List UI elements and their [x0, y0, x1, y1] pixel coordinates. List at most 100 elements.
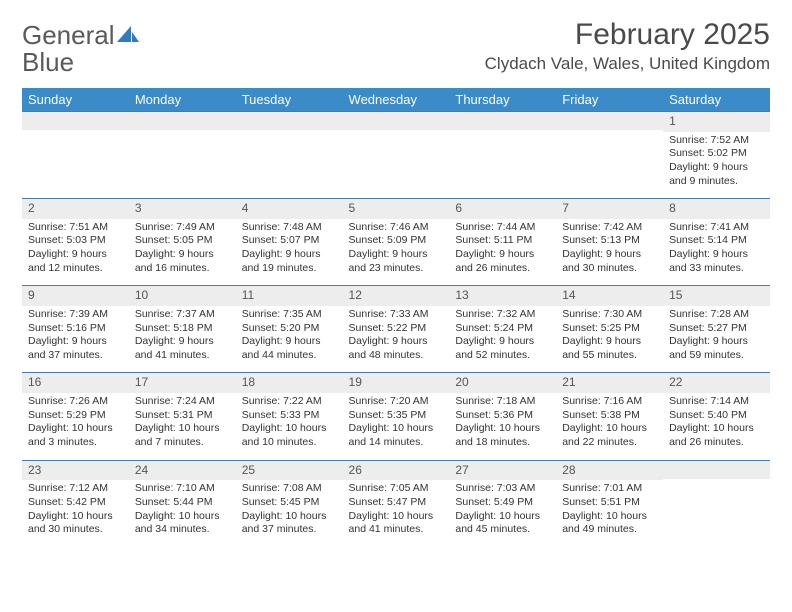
day-number: 7 [556, 199, 663, 219]
calendar-day-cell: 10Sunrise: 7:37 AMSunset: 5:18 PMDayligh… [129, 286, 236, 373]
calendar-week-row: 2Sunrise: 7:51 AMSunset: 5:03 PMDaylight… [22, 199, 770, 286]
sunrise-line: Sunrise: 7:24 AM [135, 395, 230, 409]
day-number [22, 112, 129, 130]
day-number: 23 [22, 461, 129, 481]
calendar-day-cell: 15Sunrise: 7:28 AMSunset: 5:27 PMDayligh… [663, 286, 770, 373]
calendar-week-row: 16Sunrise: 7:26 AMSunset: 5:29 PMDayligh… [22, 373, 770, 460]
day-body: Sunrise: 7:24 AMSunset: 5:31 PMDaylight:… [129, 393, 236, 460]
day-body: Sunrise: 7:10 AMSunset: 5:44 PMDaylight:… [129, 480, 236, 547]
day-number: 20 [449, 373, 556, 393]
day-body: Sunrise: 7:51 AMSunset: 5:03 PMDaylight:… [22, 219, 129, 286]
day-number: 5 [343, 199, 450, 219]
day-number: 10 [129, 286, 236, 306]
day-number: 21 [556, 373, 663, 393]
weekday-header: Tuesday [236, 88, 343, 112]
weekday-header: Monday [129, 88, 236, 112]
daylight-line: Daylight: 10 hours and 30 minutes. [28, 510, 123, 537]
sunset-line: Sunset: 5:40 PM [669, 409, 764, 423]
sunset-line: Sunset: 5:22 PM [349, 322, 444, 336]
daylight-line: Daylight: 10 hours and 18 minutes. [455, 422, 550, 449]
sunset-line: Sunset: 5:02 PM [669, 147, 764, 161]
day-body: Sunrise: 7:01 AMSunset: 5:51 PMDaylight:… [556, 480, 663, 547]
logo-word-2: Blue [22, 47, 74, 77]
day-body [556, 130, 663, 190]
sunset-line: Sunset: 5:33 PM [242, 409, 337, 423]
sunrise-line: Sunrise: 7:39 AM [28, 308, 123, 322]
day-body: Sunrise: 7:05 AMSunset: 5:47 PMDaylight:… [343, 480, 450, 547]
day-number: 3 [129, 199, 236, 219]
daylight-line: Daylight: 9 hours and 48 minutes. [349, 335, 444, 362]
day-body: Sunrise: 7:48 AMSunset: 5:07 PMDaylight:… [236, 219, 343, 286]
sunset-line: Sunset: 5:13 PM [562, 234, 657, 248]
sunrise-line: Sunrise: 7:49 AM [135, 221, 230, 235]
calendar-day-cell: 26Sunrise: 7:05 AMSunset: 5:47 PMDayligh… [343, 460, 450, 547]
calendar-day-cell: 27Sunrise: 7:03 AMSunset: 5:49 PMDayligh… [449, 460, 556, 547]
sunset-line: Sunset: 5:49 PM [455, 496, 550, 510]
month-title: February 2025 [485, 18, 770, 52]
sunset-line: Sunset: 5:24 PM [455, 322, 550, 336]
day-number [236, 112, 343, 130]
sunrise-line: Sunrise: 7:12 AM [28, 482, 123, 496]
logo-word-1: General [22, 20, 115, 50]
day-body: Sunrise: 7:52 AMSunset: 5:02 PMDaylight:… [663, 132, 770, 199]
calendar-day-cell [663, 460, 770, 547]
day-number: 2 [22, 199, 129, 219]
day-body [236, 130, 343, 190]
calendar-day-cell: 9Sunrise: 7:39 AMSunset: 5:16 PMDaylight… [22, 286, 129, 373]
day-number [343, 112, 450, 130]
sunset-line: Sunset: 5:35 PM [349, 409, 444, 423]
sunset-line: Sunset: 5:31 PM [135, 409, 230, 423]
day-body: Sunrise: 7:42 AMSunset: 5:13 PMDaylight:… [556, 219, 663, 286]
day-body: Sunrise: 7:28 AMSunset: 5:27 PMDaylight:… [663, 306, 770, 373]
daylight-line: Daylight: 9 hours and 19 minutes. [242, 248, 337, 275]
daylight-line: Daylight: 9 hours and 9 minutes. [669, 161, 764, 188]
sunrise-line: Sunrise: 7:10 AM [135, 482, 230, 496]
logo-sail-icon [117, 26, 139, 49]
sunset-line: Sunset: 5:03 PM [28, 234, 123, 248]
sunrise-line: Sunrise: 7:08 AM [242, 482, 337, 496]
sunrise-line: Sunrise: 7:33 AM [349, 308, 444, 322]
weekday-header-row: Sunday Monday Tuesday Wednesday Thursday… [22, 88, 770, 112]
day-body: Sunrise: 7:39 AMSunset: 5:16 PMDaylight:… [22, 306, 129, 373]
sunrise-line: Sunrise: 7:41 AM [669, 221, 764, 235]
location: Clydach Vale, Wales, United Kingdom [485, 54, 770, 74]
calendar-day-cell: 17Sunrise: 7:24 AMSunset: 5:31 PMDayligh… [129, 373, 236, 460]
day-body: Sunrise: 7:12 AMSunset: 5:42 PMDaylight:… [22, 480, 129, 547]
daylight-line: Daylight: 9 hours and 59 minutes. [669, 335, 764, 362]
day-number: 26 [343, 461, 450, 481]
header: General Blue February 2025 Clydach Vale,… [22, 18, 770, 76]
calendar-day-cell: 19Sunrise: 7:20 AMSunset: 5:35 PMDayligh… [343, 373, 450, 460]
day-number: 17 [129, 373, 236, 393]
daylight-line: Daylight: 10 hours and 26 minutes. [669, 422, 764, 449]
calendar-day-cell: 11Sunrise: 7:35 AMSunset: 5:20 PMDayligh… [236, 286, 343, 373]
sunset-line: Sunset: 5:18 PM [135, 322, 230, 336]
day-number: 24 [129, 461, 236, 481]
daylight-line: Daylight: 10 hours and 14 minutes. [349, 422, 444, 449]
calendar-day-cell [556, 112, 663, 199]
sunset-line: Sunset: 5:11 PM [455, 234, 550, 248]
sunset-line: Sunset: 5:47 PM [349, 496, 444, 510]
calendar-day-cell: 25Sunrise: 7:08 AMSunset: 5:45 PMDayligh… [236, 460, 343, 547]
daylight-line: Daylight: 10 hours and 7 minutes. [135, 422, 230, 449]
daylight-line: Daylight: 9 hours and 44 minutes. [242, 335, 337, 362]
calendar-day-cell: 16Sunrise: 7:26 AMSunset: 5:29 PMDayligh… [22, 373, 129, 460]
day-body: Sunrise: 7:41 AMSunset: 5:14 PMDaylight:… [663, 219, 770, 286]
sunrise-line: Sunrise: 7:26 AM [28, 395, 123, 409]
calendar-day-cell: 23Sunrise: 7:12 AMSunset: 5:42 PMDayligh… [22, 460, 129, 547]
day-body: Sunrise: 7:30 AMSunset: 5:25 PMDaylight:… [556, 306, 663, 373]
day-body [663, 479, 770, 539]
sunrise-line: Sunrise: 7:14 AM [669, 395, 764, 409]
daylight-line: Daylight: 9 hours and 41 minutes. [135, 335, 230, 362]
sunset-line: Sunset: 5:16 PM [28, 322, 123, 336]
daylight-line: Daylight: 9 hours and 55 minutes. [562, 335, 657, 362]
sunrise-line: Sunrise: 7:18 AM [455, 395, 550, 409]
sunrise-line: Sunrise: 7:35 AM [242, 308, 337, 322]
calendar-day-cell: 21Sunrise: 7:16 AMSunset: 5:38 PMDayligh… [556, 373, 663, 460]
sunset-line: Sunset: 5:14 PM [669, 234, 764, 248]
sunset-line: Sunset: 5:44 PM [135, 496, 230, 510]
daylight-line: Daylight: 9 hours and 30 minutes. [562, 248, 657, 275]
day-number [129, 112, 236, 130]
sunrise-line: Sunrise: 7:52 AM [669, 134, 764, 148]
day-body: Sunrise: 7:20 AMSunset: 5:35 PMDaylight:… [343, 393, 450, 460]
calendar-day-cell [129, 112, 236, 199]
